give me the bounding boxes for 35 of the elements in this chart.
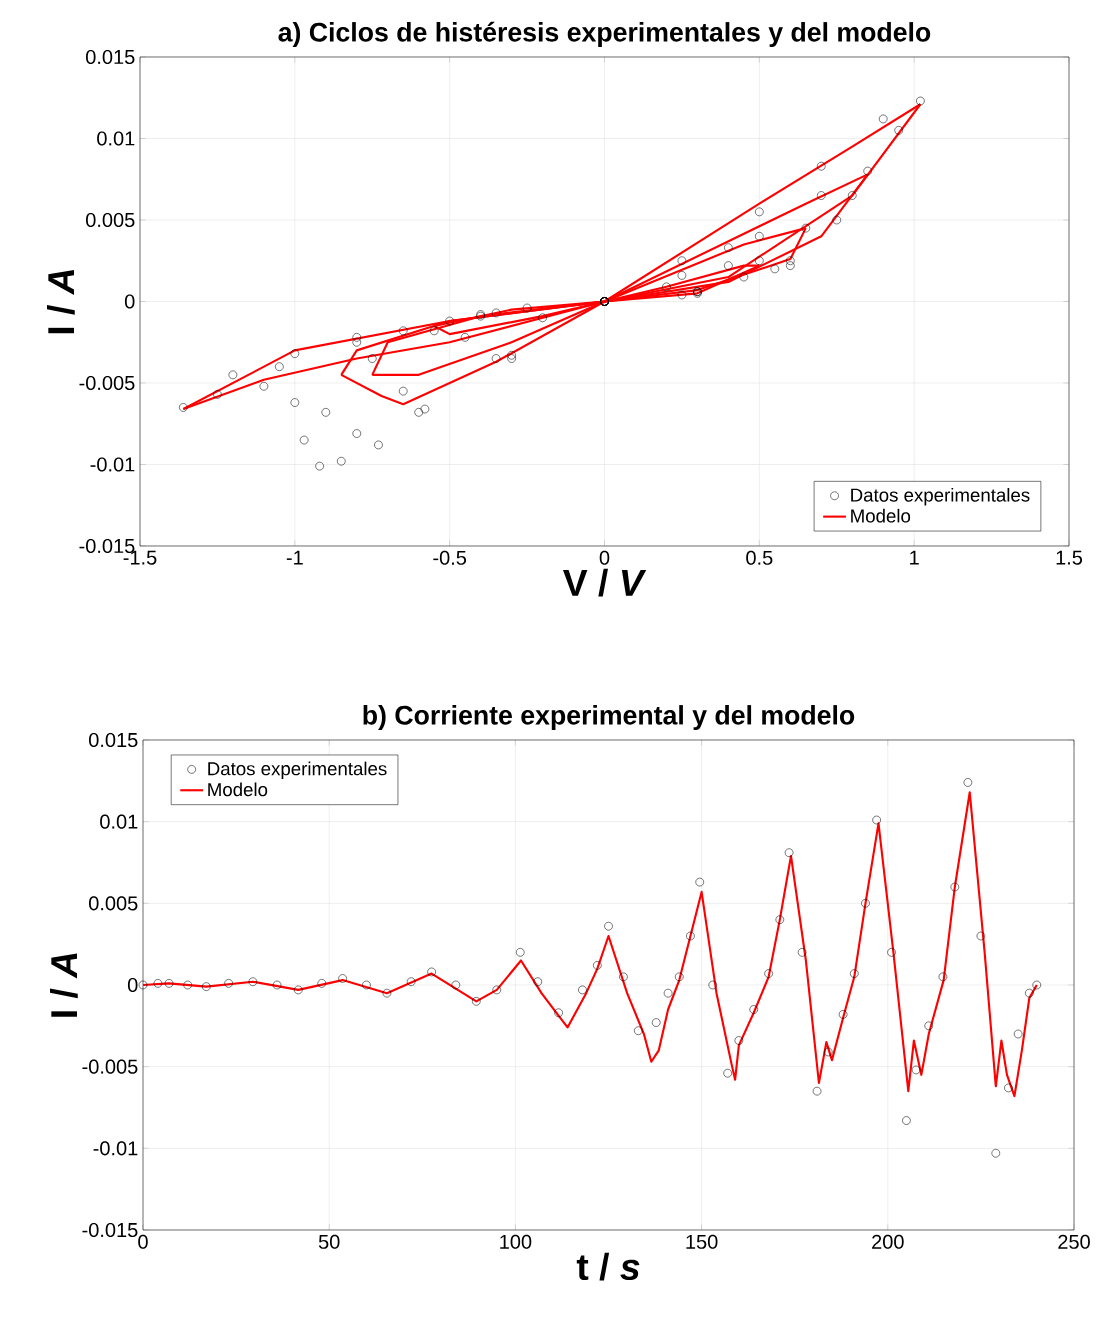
- x-tick-label: 50: [318, 1234, 340, 1249]
- y-tick-label: 0: [124, 294, 135, 309]
- x-tick-label: 0.5: [746, 550, 773, 565]
- x-tick-label: 0: [138, 1234, 148, 1249]
- x-tick-label: -1: [286, 550, 303, 565]
- legend-label: Modelo: [208, 782, 268, 797]
- y-tick-label: 0.005: [86, 212, 135, 228]
- chart-title: b) Corriente experimental y del modelo: [363, 705, 855, 730]
- chart-title: a) Ciclos de histéresis experimentales y del modelo: [278, 21, 931, 47]
- legend-label: Datos experimentales: [851, 488, 1030, 506]
- y-tick-label: 0.015: [89, 732, 138, 748]
- y-tick-label: -0.01: [90, 457, 135, 472]
- y-tick-label: 0: [127, 977, 138, 993]
- legend-label: Modelo: [851, 508, 911, 523]
- x-axis-title: V / V: [562, 568, 647, 597]
- x-tick-label: 150: [686, 1234, 718, 1249]
- x-axis-title: t / s: [576, 1252, 640, 1281]
- x-tick-label: 100: [500, 1234, 532, 1249]
- x-tick-label: 1: [910, 550, 919, 565]
- y-tick-label: -0.015: [82, 1222, 138, 1238]
- y-tick-label: -0.005: [82, 1059, 138, 1074]
- y-tick-label: 0.005: [89, 896, 138, 911]
- x-tick-label: 250: [1058, 1234, 1090, 1249]
- x-tick-label: 1.5: [1056, 550, 1083, 565]
- y-axis-title: I / A: [49, 953, 78, 1017]
- y-tick-label: -0.01: [93, 1141, 138, 1156]
- y-tick-label: -0.005: [79, 375, 135, 391]
- y-axis-title: I / A: [46, 269, 75, 334]
- y-tick-label: 0.01: [100, 814, 138, 829]
- legend-label: Datos experimentales: [208, 761, 387, 780]
- x-tick-label: 0: [599, 550, 610, 565]
- x-tick-label: -0.5: [433, 550, 467, 565]
- x-tick-label: 200: [872, 1234, 904, 1249]
- y-tick-label: 0.01: [97, 131, 135, 146]
- y-tick-label: 0.015: [86, 49, 135, 65]
